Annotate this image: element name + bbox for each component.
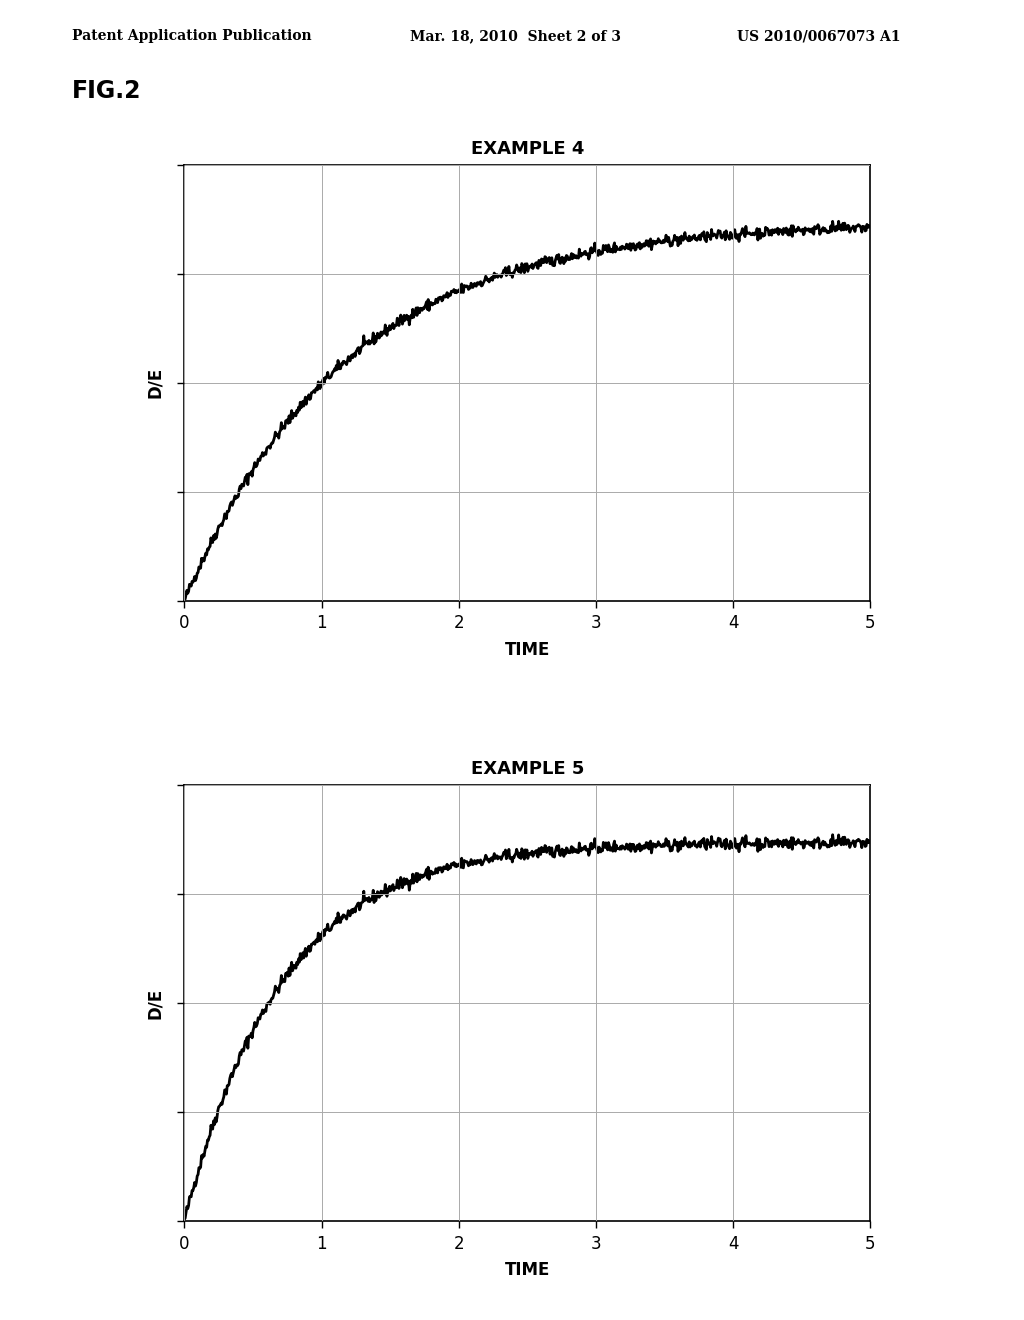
X-axis label: TIME: TIME <box>505 1261 550 1279</box>
Text: US 2010/0067073 A1: US 2010/0067073 A1 <box>737 29 901 44</box>
Text: Mar. 18, 2010  Sheet 2 of 3: Mar. 18, 2010 Sheet 2 of 3 <box>410 29 621 44</box>
Title: EXAMPLE 5: EXAMPLE 5 <box>471 760 584 779</box>
Y-axis label: D/E: D/E <box>146 987 164 1019</box>
Text: Patent Application Publication: Patent Application Publication <box>72 29 311 44</box>
X-axis label: TIME: TIME <box>505 640 550 659</box>
Text: FIG.2: FIG.2 <box>72 79 141 103</box>
Y-axis label: D/E: D/E <box>146 367 164 399</box>
Title: EXAMPLE 4: EXAMPLE 4 <box>471 140 584 158</box>
